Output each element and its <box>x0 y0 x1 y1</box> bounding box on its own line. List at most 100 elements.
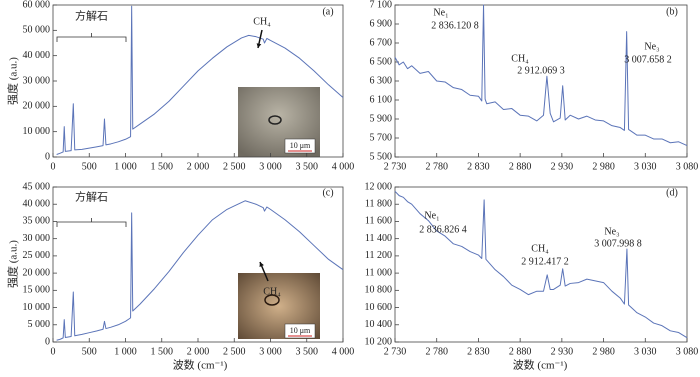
x-tick-label: 0 <box>51 161 56 172</box>
x-tick-label: 2 500 <box>223 346 246 357</box>
x-tick-label: 2 730 <box>384 161 407 172</box>
y-tick-label: 7 100 <box>370 0 393 10</box>
x-tick-label: 2 880 <box>509 161 532 172</box>
y-tick-label: 35 000 <box>23 216 51 227</box>
y-tick-label: 20 000 <box>23 101 51 112</box>
y-tick-label: 0 <box>45 336 50 347</box>
y-tick-label: 5 500 <box>370 151 393 162</box>
bracket <box>56 218 127 227</box>
scale-label: 10 μm <box>290 326 311 335</box>
x-tick-label: 500 <box>82 161 97 172</box>
peak-label: CH₄ <box>253 16 271 27</box>
x-tick-label: 3 500 <box>296 161 319 172</box>
x-tick-label: 500 <box>82 346 97 357</box>
y-tick-label: 45 000 <box>23 181 51 192</box>
peak-value: 2 836.826 4 <box>419 224 467 235</box>
x-tick-label: 2 000 <box>187 161 210 172</box>
y-tick-label: 6 900 <box>370 18 393 29</box>
x-tick-label: 4 000 <box>332 346 355 357</box>
x-tick-label: 2 500 <box>223 161 246 172</box>
y-tick-label: 10 000 <box>23 302 51 313</box>
x-tick-label: 1 500 <box>151 346 174 357</box>
y-tick-label: 40 000 <box>23 50 51 61</box>
peak-value: 2 836.120 8 <box>431 20 479 31</box>
peak-name: Ne₁ <box>433 7 448 18</box>
peak-name: Ne₁ <box>424 210 439 221</box>
y-tick-label: 60 000 <box>23 0 51 10</box>
x-tick-label: 2 830 <box>467 161 490 172</box>
y-tick-label: 0 <box>45 151 50 162</box>
x-tick-label: 2 930 <box>551 161 574 172</box>
y-tick-label: 10 400 <box>365 319 393 330</box>
x-tick-label: 2 730 <box>384 346 407 357</box>
x-tick-label: 4 000 <box>332 161 355 172</box>
y-tick-label: 11 800 <box>365 199 392 210</box>
mineral-label: 方解石 <box>75 9 108 23</box>
y-tick-label: 12 000 <box>365 181 393 192</box>
peak-name: CH₄ <box>531 243 549 254</box>
y-tick-label: 50 000 <box>23 25 51 36</box>
mineral-label: 方解石 <box>75 190 108 204</box>
plot-frame <box>394 186 688 343</box>
x-tick-label: 2 830 <box>467 346 490 357</box>
y-tick-label: 5 900 <box>370 113 393 124</box>
y-tick-label: 11 200 <box>365 250 392 261</box>
x-tick-label: 2 980 <box>592 161 615 172</box>
panel-label: (b) <box>666 6 678 17</box>
panel-label: (a) <box>322 6 333 17</box>
peak-value: 3 007.998 8 <box>594 238 642 249</box>
y-tick-label: 10 000 <box>23 126 51 137</box>
y-tick-label: 6 100 <box>370 94 393 105</box>
x-tick-label: 1 000 <box>114 346 137 357</box>
panel-label: (c) <box>322 187 333 198</box>
y-tick-label: 5 000 <box>28 319 51 330</box>
y-tick-label: 10 800 <box>365 285 393 296</box>
x-tick-label: 2 780 <box>425 161 448 172</box>
scale-label: 10 μm <box>290 141 311 150</box>
y-tick-label: 10 600 <box>365 302 393 313</box>
peak-name: Ne₃ <box>644 41 659 52</box>
x-tick-label: 3 500 <box>296 346 319 357</box>
panel-label: (d) <box>666 187 678 198</box>
y-tick-label: 6 700 <box>370 37 393 48</box>
bracket <box>56 33 127 42</box>
x-tick-label: 2 000 <box>187 346 210 357</box>
arrow-head <box>259 262 264 267</box>
inclusion <box>268 115 282 125</box>
y-tick-label: 10 200 <box>365 336 393 347</box>
y-tick-label: 40 000 <box>23 199 51 210</box>
x-tick-label: 2 780 <box>425 346 448 357</box>
spectrum-line <box>394 190 688 339</box>
y-tick-label: 6 300 <box>370 75 393 86</box>
peak-name: Ne₃ <box>604 226 619 237</box>
x-tick-label: 3 000 <box>259 346 282 357</box>
peak-value: 3 007.658 2 <box>624 54 672 65</box>
x-tick-label: 3 000 <box>259 161 282 172</box>
x-tick-label: 0 <box>51 346 56 357</box>
y-tick-label: 5 700 <box>370 132 393 143</box>
x-axis-label: 波数 (cm⁻¹) <box>513 359 568 372</box>
spectrum-line <box>394 4 688 147</box>
peak-name: CH₄ <box>511 53 529 64</box>
y-axis-label: 强度 (a.u.) <box>6 240 20 288</box>
peak-label: CH₄ <box>263 286 281 297</box>
arrow-head <box>256 43 262 48</box>
y-tick-label: 11 400 <box>365 233 392 244</box>
y-tick-label: 11 600 <box>365 216 392 227</box>
spectrum-line <box>56 5 344 155</box>
peak-value: 2 912.069 3 <box>517 65 565 76</box>
y-tick-label: 30 000 <box>23 75 51 86</box>
y-tick-label: 30 000 <box>23 233 51 244</box>
inclusion <box>264 294 280 306</box>
x-tick-label: 2 880 <box>509 346 532 357</box>
x-tick-label: 3 030 <box>634 161 657 172</box>
x-tick-label: 1 500 <box>151 161 174 172</box>
scale-box <box>284 138 316 154</box>
x-tick-label: 3 080 <box>676 346 699 357</box>
y-axis-label: 强度 (a.u.) <box>6 57 20 105</box>
y-tick-label: 20 000 <box>23 267 51 278</box>
y-tick-label: 15 000 <box>23 285 51 296</box>
spectrum-line <box>56 200 344 341</box>
x-axis-label: 波数 (cm⁻¹) <box>173 359 228 372</box>
x-tick-label: 1 000 <box>114 161 137 172</box>
